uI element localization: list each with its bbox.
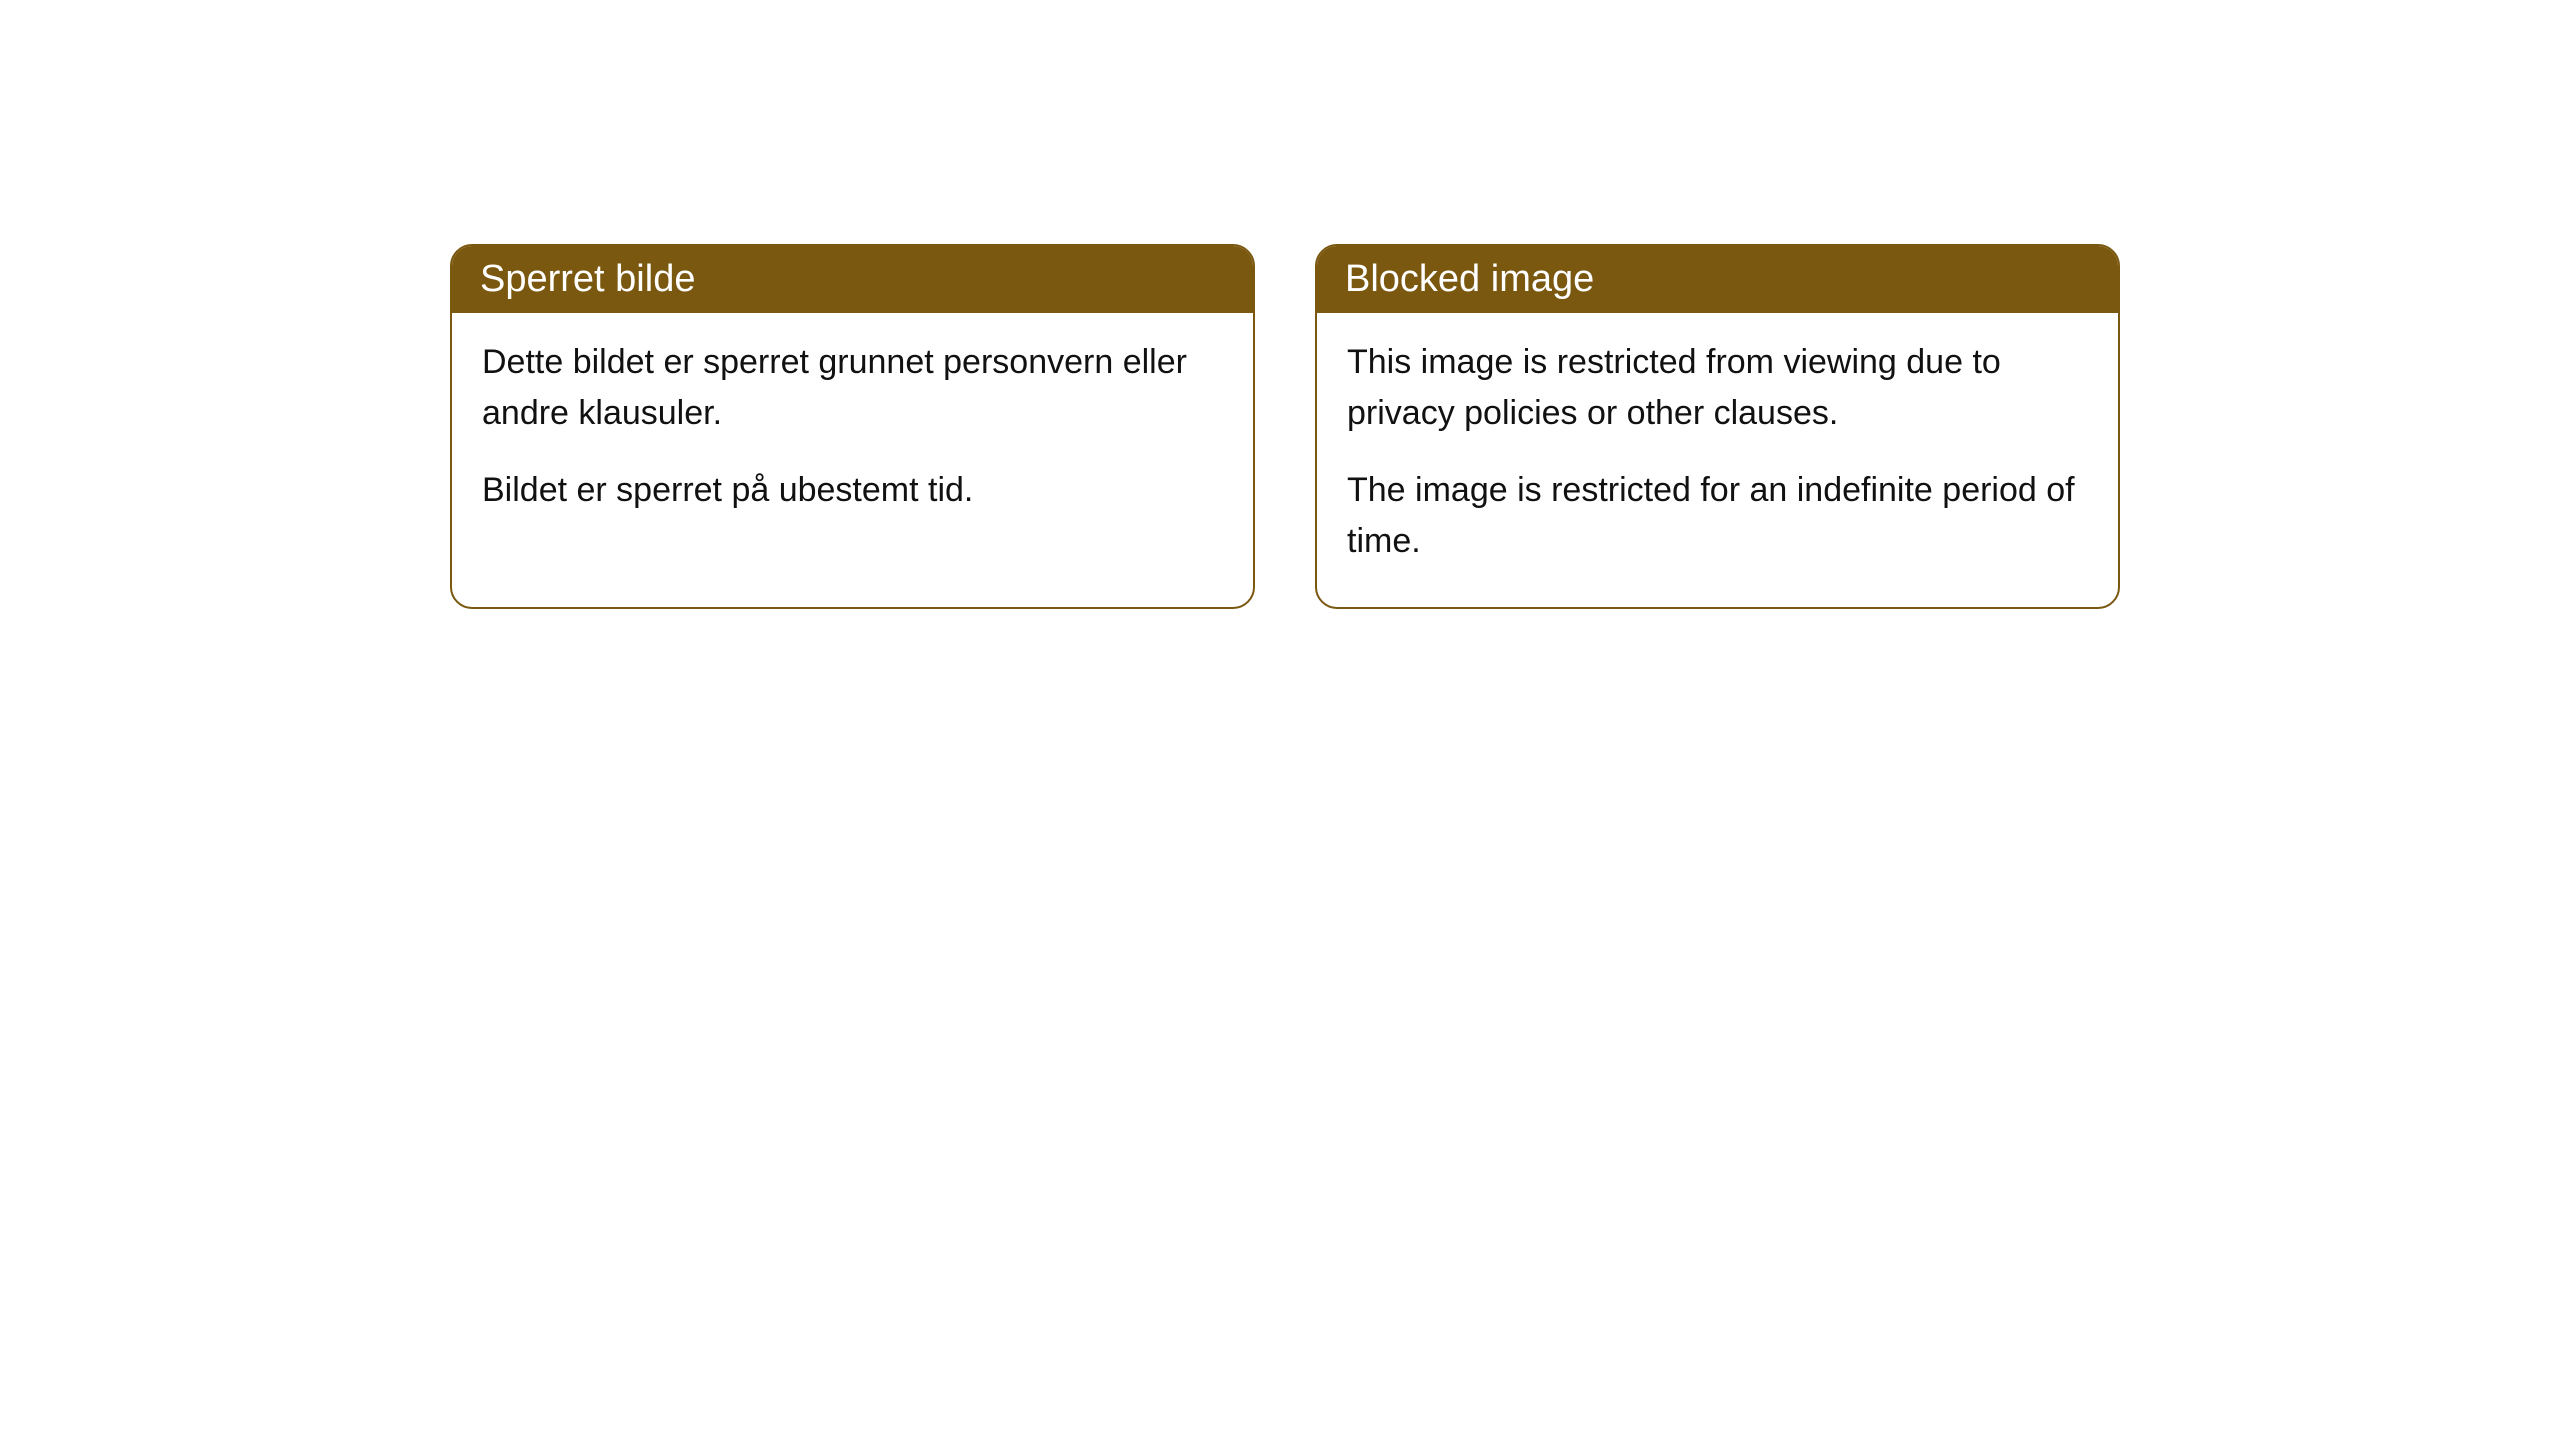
card-title: Sperret bilde	[480, 258, 695, 300]
notice-cards-container: Sperret bilde Dette bildet er sperret gr…	[450, 244, 2560, 609]
card-title: Blocked image	[1345, 258, 1594, 300]
card-paragraph: The image is restricted for an indefinit…	[1347, 465, 2088, 567]
card-header: Sperret bilde	[452, 246, 1253, 313]
notice-card-norwegian: Sperret bilde Dette bildet er sperret gr…	[450, 244, 1255, 609]
card-header: Blocked image	[1317, 246, 2118, 313]
card-body: This image is restricted from viewing du…	[1317, 313, 2118, 607]
card-paragraph: Dette bildet er sperret grunnet personve…	[482, 337, 1223, 439]
notice-card-english: Blocked image This image is restricted f…	[1315, 244, 2120, 609]
card-paragraph: This image is restricted from viewing du…	[1347, 337, 2088, 439]
card-body: Dette bildet er sperret grunnet personve…	[452, 313, 1253, 556]
card-paragraph: Bildet er sperret på ubestemt tid.	[482, 465, 1223, 516]
